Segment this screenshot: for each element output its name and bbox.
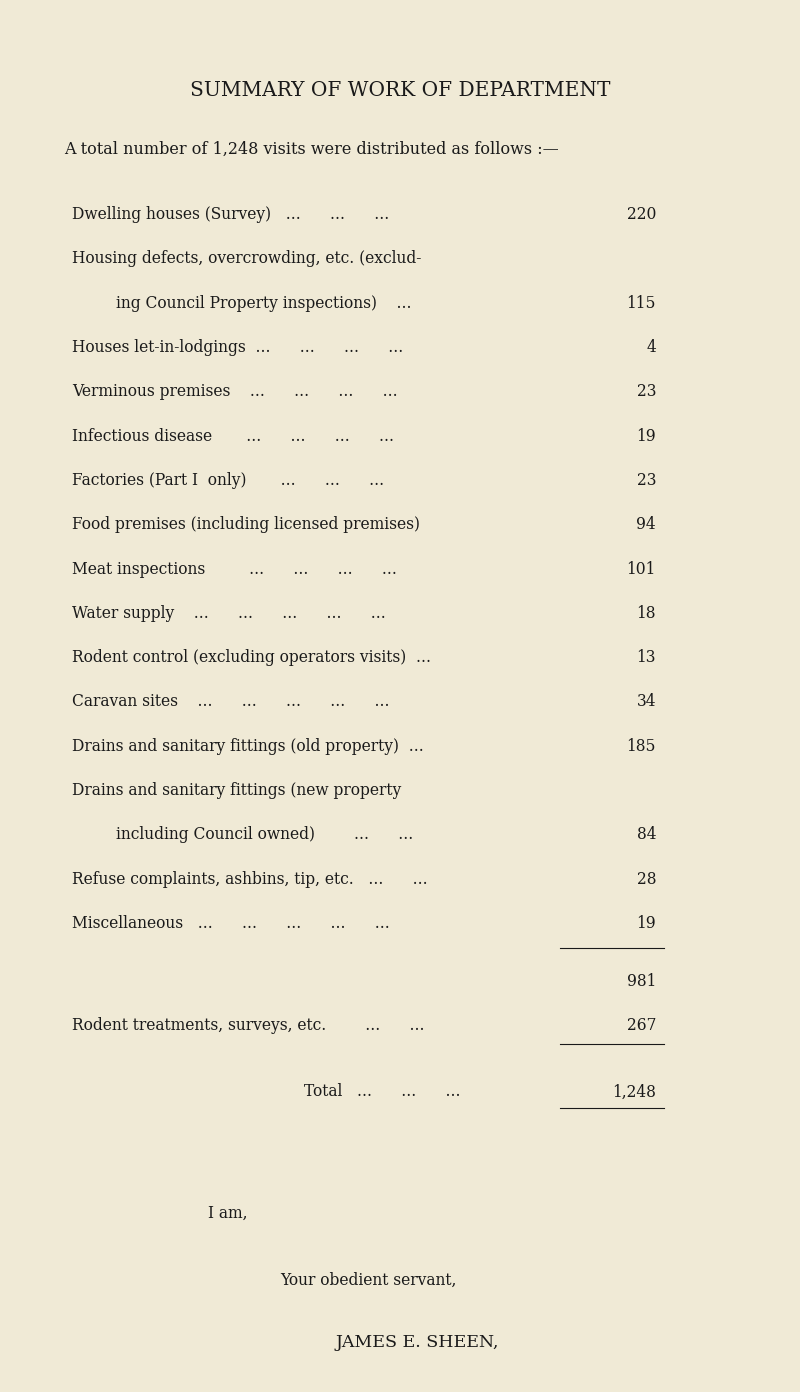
Text: Miscellaneous   ...      ...      ...      ...      ...: Miscellaneous ... ... ... ... ... [72, 915, 390, 933]
Text: Drains and sanitary fittings (new property: Drains and sanitary fittings (new proper… [72, 782, 402, 799]
Text: 19: 19 [636, 915, 656, 933]
Text: Rodent control (excluding operators visits)  ...: Rodent control (excluding operators visi… [72, 649, 431, 667]
Text: Food premises (including licensed premises): Food premises (including licensed premis… [72, 516, 420, 533]
Text: SUMMARY OF WORK OF DEPARTMENT: SUMMARY OF WORK OF DEPARTMENT [190, 81, 610, 100]
Text: I am,: I am, [208, 1205, 247, 1222]
Text: 23: 23 [637, 383, 656, 401]
Text: 84: 84 [637, 827, 656, 844]
Text: A total number of 1,248 visits were distributed as follows :—: A total number of 1,248 visits were dist… [64, 141, 558, 159]
Text: Dwelling houses (Survey)   ...      ...      ...: Dwelling houses (Survey) ... ... ... [72, 206, 404, 223]
Text: Refuse complaints, ashbins, tip, etc.   ...      ...: Refuse complaints, ashbins, tip, etc. ..… [72, 871, 428, 888]
Text: Drains and sanitary fittings (old property)  ...: Drains and sanitary fittings (old proper… [72, 738, 424, 754]
Text: Total   ...      ...      ...: Total ... ... ... [304, 1083, 475, 1101]
Text: including Council owned)        ...      ...: including Council owned) ... ... [116, 827, 414, 844]
Text: 28: 28 [637, 871, 656, 888]
Text: 185: 185 [626, 738, 656, 754]
Text: 981: 981 [626, 973, 656, 990]
Text: 19: 19 [636, 427, 656, 444]
Text: Factories (Part I  only)       ...      ...      ...: Factories (Part I only) ... ... ... [72, 472, 384, 489]
Text: Houses let-in-lodgings  ...      ...      ...      ...: Houses let-in-lodgings ... ... ... ... [72, 338, 403, 356]
Text: 4: 4 [646, 338, 656, 356]
Text: Infectious disease       ...      ...      ...      ...: Infectious disease ... ... ... ... [72, 427, 394, 444]
Text: Your obedient servant,: Your obedient servant, [280, 1272, 456, 1289]
Text: 115: 115 [626, 295, 656, 312]
Text: Verminous premises    ...      ...      ...      ...: Verminous premises ... ... ... ... [72, 383, 398, 401]
Text: 220: 220 [626, 206, 656, 223]
Text: Meat inspections         ...      ...      ...      ...: Meat inspections ... ... ... ... [72, 561, 397, 578]
Text: Caravan sites    ...      ...      ...      ...      ...: Caravan sites ... ... ... ... ... [72, 693, 390, 710]
Text: 34: 34 [637, 693, 656, 710]
Text: Rodent treatments, surveys, etc.        ...      ...: Rodent treatments, surveys, etc. ... ... [72, 1018, 425, 1034]
Text: Housing defects, overcrowding, etc. (exclud-: Housing defects, overcrowding, etc. (exc… [72, 251, 422, 267]
Text: 1,248: 1,248 [612, 1083, 656, 1101]
Text: Water supply    ...      ...      ...      ...      ...: Water supply ... ... ... ... ... [72, 604, 386, 622]
Text: ing Council Property inspections)    ...: ing Council Property inspections) ... [116, 295, 426, 312]
Text: 18: 18 [637, 604, 656, 622]
Text: 13: 13 [637, 649, 656, 667]
Text: 267: 267 [626, 1018, 656, 1034]
Text: 94: 94 [636, 516, 656, 533]
Text: 101: 101 [626, 561, 656, 578]
Text: 23: 23 [637, 472, 656, 489]
Text: JAMES E. SHEEN,: JAMES E. SHEEN, [336, 1334, 499, 1350]
